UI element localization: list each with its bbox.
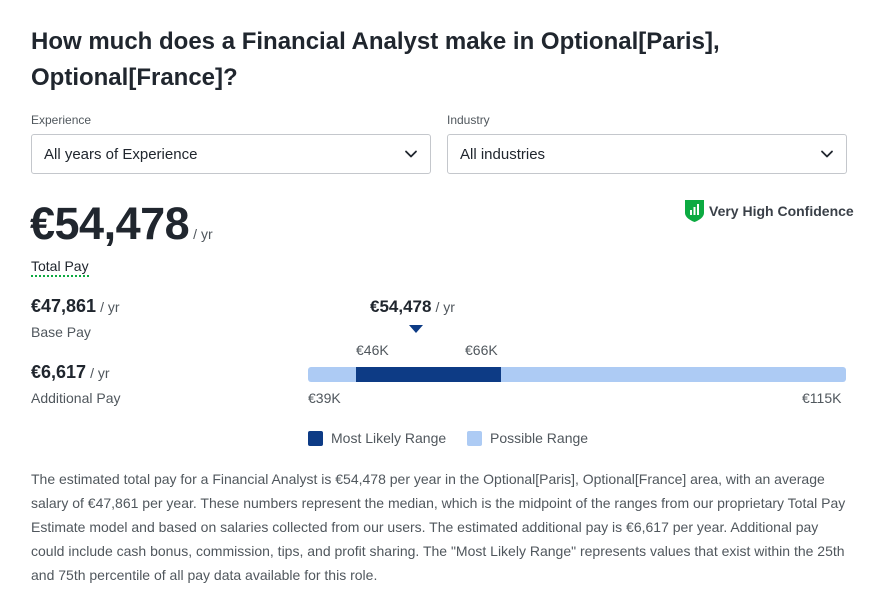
- total-pay-label[interactable]: Total Pay: [31, 258, 89, 277]
- additional-pay-label: Additional Pay: [31, 390, 121, 406]
- industry-select[interactable]: All industries: [447, 134, 847, 174]
- possible-high-label: €115K: [802, 390, 842, 406]
- additional-pay-value: €6,617 / yr: [31, 362, 110, 383]
- additional-pay-amount: €6,617: [31, 362, 87, 382]
- legend-possible: Possible Range: [467, 430, 588, 446]
- legend-possible-label: Possible Range: [490, 430, 589, 446]
- median-pay-unit: / yr: [435, 299, 455, 315]
- base-pay-value: €47,861 / yr: [31, 296, 120, 317]
- experience-select-value: All years of Experience: [44, 145, 198, 163]
- median-marker: [409, 325, 423, 333]
- pay-description: The estimated total pay for a Financial …: [31, 471, 846, 583]
- possible-low-label: €39K: [308, 390, 341, 406]
- experience-label: Experience: [31, 113, 92, 127]
- total-pay-unit: / yr: [193, 226, 213, 242]
- total-pay-amount: €54,478: [30, 198, 190, 249]
- likely-range-bar: [356, 367, 501, 382]
- experience-select[interactable]: All years of Experience: [31, 134, 431, 174]
- total-pay-value: €54,478 / yr: [30, 198, 213, 250]
- likely-low-label: €46K: [356, 342, 389, 358]
- confidence-label: Very High Confidence: [709, 203, 854, 219]
- median-pay-label: €54,478 / yr: [370, 297, 455, 317]
- legend-likely-swatch: [308, 430, 323, 446]
- base-pay-amount: €47,861: [31, 296, 97, 316]
- legend-likely: Most Likely Range: [308, 430, 446, 446]
- shield-chart-icon: [685, 200, 704, 222]
- base-pay-label: Base Pay: [31, 324, 91, 340]
- legend-likely-label: Most Likely Range: [331, 430, 447, 446]
- chevron-down-icon: [821, 150, 833, 158]
- industry-select-value: All industries: [460, 145, 546, 163]
- median-pay-amount: €54,478: [370, 297, 432, 316]
- legend-possible-swatch: [467, 430, 482, 446]
- confidence-badge: Very High Confidence: [684, 199, 854, 223]
- likely-high-label: €66K: [465, 342, 498, 358]
- page-title: How much does a Financial Analyst make i…: [31, 28, 720, 91]
- chevron-down-icon: [405, 150, 417, 158]
- base-pay-unit: / yr: [100, 299, 120, 315]
- industry-label: Industry: [447, 113, 490, 127]
- additional-pay-unit: / yr: [90, 365, 110, 381]
